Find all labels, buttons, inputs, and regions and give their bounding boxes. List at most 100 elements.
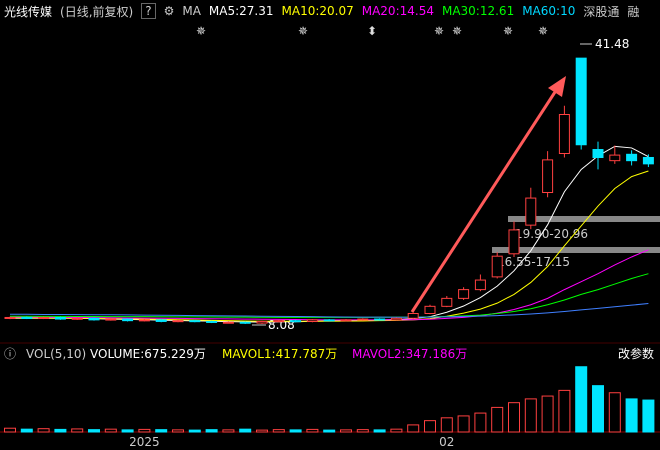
svg-text:✵: ✵ [434, 24, 444, 38]
svg-text:✵: ✵ [452, 24, 462, 38]
zone-label: 16.55-17.15 [497, 255, 570, 269]
candle-body [88, 317, 100, 321]
candle-body [508, 229, 520, 255]
vol-label: VOL(5,10) [26, 347, 86, 361]
ma-value: MA60:10 [522, 4, 576, 18]
candle-body [306, 319, 318, 322]
x-tick-label: 2025 [129, 435, 160, 449]
vol-value: VOLUME:675.229万 [90, 347, 206, 361]
ma-list: MA5:27.31 MA10:20.07 MA20:14.54 MA30:12.61 M… [209, 4, 575, 18]
volume-bar [340, 429, 352, 433]
volume-bar [625, 398, 638, 433]
candle-body [290, 320, 302, 323]
candle-body [122, 318, 134, 322]
candle-body [558, 114, 570, 155]
candle-body [491, 255, 503, 278]
candle-body [474, 279, 486, 291]
ma-line [10, 303, 649, 318]
volume-bar [575, 366, 588, 433]
candle-body [105, 318, 117, 321]
settings-icon[interactable]: ⚙ [163, 4, 175, 18]
volume-bar [491, 406, 504, 433]
settings-button[interactable]: 改参数 [618, 346, 654, 361]
volume-bar [205, 429, 218, 433]
volume-bar [474, 412, 487, 433]
volume-bar [608, 392, 621, 433]
svg-text:⬍: ⬍ [367, 24, 377, 38]
candle-body [525, 197, 537, 226]
arrow-head [548, 76, 566, 97]
ma-line [10, 170, 649, 322]
volume-bar [4, 427, 16, 433]
volume-bar [524, 398, 537, 433]
period: (日线,前复权) [60, 4, 134, 19]
candle-body [256, 320, 268, 324]
volume-bar [356, 429, 369, 433]
volume-bar [642, 399, 655, 433]
candle-body [71, 317, 83, 320]
zone-label: 19.90-20.96 [515, 227, 588, 241]
header: 光线传媒 (日线,前复权) ? ⚙ MA MA5:27.31 MA10:20.07… [4, 2, 639, 20]
candle-body [575, 57, 587, 146]
volume-bar [272, 429, 285, 433]
candle-body [357, 318, 369, 321]
zone-bar [508, 216, 660, 222]
candle-body [458, 289, 470, 299]
low-label: 8.08 [268, 318, 295, 332]
extra: 深股通 [583, 4, 620, 19]
volume-bar [188, 429, 201, 433]
candle-body [172, 320, 184, 323]
candle-body [138, 319, 150, 322]
ma-label: MA [182, 4, 201, 18]
volume-bar [407, 424, 420, 433]
volume-bar [222, 429, 235, 433]
candle-body [239, 321, 251, 324]
ma-value: MA5:27.31 [208, 4, 274, 18]
mavol1: MAVOL1:417.787万 [222, 347, 337, 361]
candle-body [189, 320, 201, 323]
candle-body [390, 317, 402, 321]
volume-bar [390, 428, 403, 433]
markers: ✵ ✵ ⬍ ✵ ✵ ✵ ✵ [196, 24, 548, 38]
volume-bar [20, 428, 33, 433]
volume-bar [424, 420, 436, 433]
ma-value: MA30:12.61 [441, 4, 515, 18]
volume-bar [323, 429, 336, 433]
candle-body [592, 149, 604, 158]
volume-bar [289, 429, 302, 433]
svg-text:✵: ✵ [298, 24, 308, 38]
extra: 融 [627, 4, 640, 19]
volume-bar [541, 395, 554, 433]
candle-body [374, 318, 386, 321]
volume-bar [373, 429, 386, 433]
info-icon[interactable]: ⓘ [4, 347, 16, 361]
candle-body [273, 320, 285, 323]
candle-body [609, 154, 621, 162]
stock-name: 光线传媒 [4, 4, 53, 19]
x-tick-label: 02 [439, 435, 454, 449]
candle-body [206, 320, 218, 323]
volume-bar [457, 415, 470, 433]
volume-bar [138, 428, 151, 433]
volume-bar [172, 429, 184, 433]
help-button[interactable]: ? [141, 3, 156, 19]
candle-body [38, 316, 50, 319]
volume-bar [558, 389, 571, 433]
volume-bar [155, 429, 168, 433]
mavol2: MAVOL2:347.186万 [352, 347, 467, 361]
volume-bar [440, 417, 453, 433]
volume-bar [54, 428, 67, 433]
volume-bar [88, 429, 100, 433]
candle-body [340, 319, 352, 322]
svg-text:✵: ✵ [196, 24, 206, 38]
candle-body [21, 316, 33, 319]
candle-body [155, 319, 167, 322]
candle-body [642, 156, 654, 165]
candle-body [407, 312, 419, 319]
candle-body [626, 153, 638, 162]
volume-bar [508, 402, 520, 433]
volume-bar [306, 428, 319, 433]
volume-bar [71, 428, 84, 433]
